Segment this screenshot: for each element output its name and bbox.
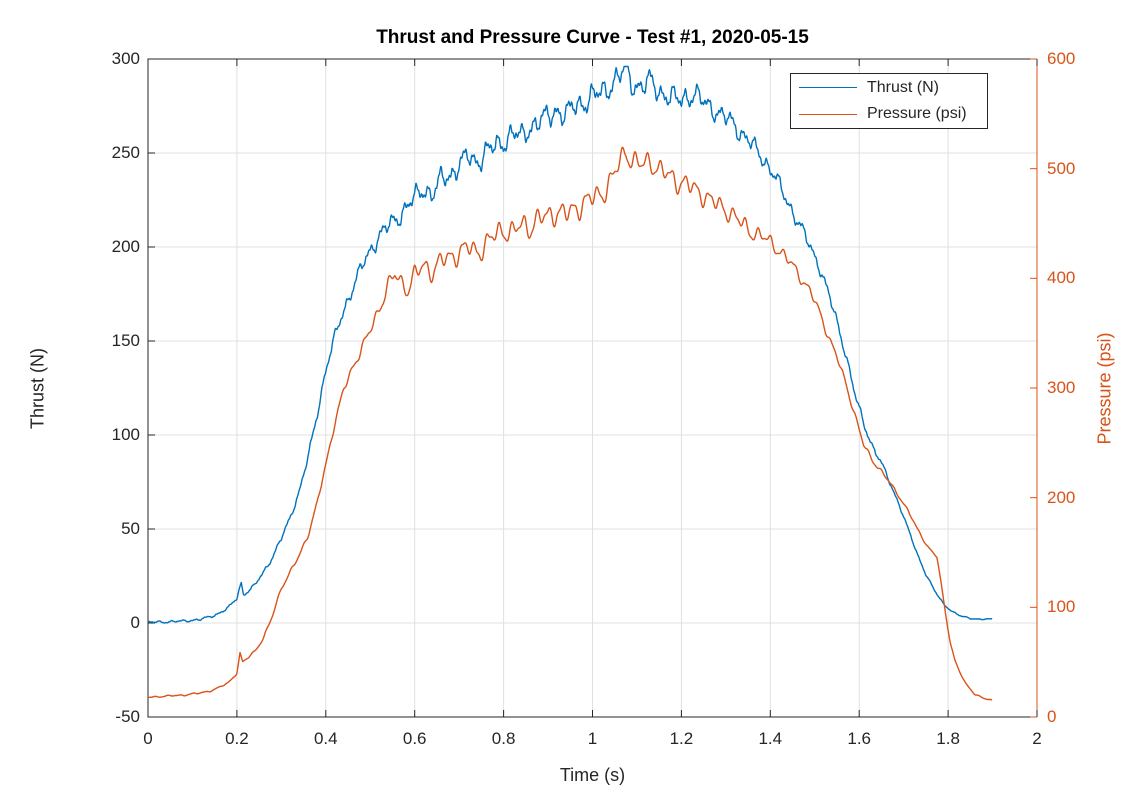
x-tick-label: 1.4	[758, 729, 783, 748]
x-tick-label: 2	[1032, 729, 1042, 748]
right-y-tick-label: 500	[1047, 158, 1076, 178]
x-tick-label: 0.8	[491, 729, 516, 748]
x-tick-label: 1.8	[936, 729, 960, 748]
left-y-axis-label: Thrust (N)	[27, 348, 48, 429]
x-tick-label: 0.2	[225, 729, 249, 748]
legend: Thrust (N) Pressure (psi)	[790, 73, 988, 129]
thrust-line-sample	[799, 87, 857, 89]
left-y-tick-label: 250	[111, 143, 140, 162]
legend-label: Thrust (N)	[867, 78, 939, 96]
left-y-tick-label: -50	[115, 707, 140, 726]
legend-item-thrust: Thrust (N)	[791, 75, 987, 100]
x-tick-label: 1	[587, 729, 598, 748]
right-y-tick-label: 0	[1047, 707, 1057, 726]
left-y-tick-label: 0	[130, 613, 140, 632]
pressure-curve	[148, 146, 993, 701]
left-y-tick-label: 200	[111, 237, 140, 256]
x-tick-label: 0	[143, 729, 153, 748]
thrust-curve	[147, 65, 993, 624]
legend-label: Pressure (psi)	[867, 105, 967, 123]
x-tick-label: 1.6	[847, 729, 871, 748]
left-y-tick-label: 100	[111, 425, 140, 444]
right-y-tick-label: 400	[1047, 268, 1076, 288]
left-y-tick-label: 50	[121, 519, 140, 538]
legend-item-pressure: Pressure (psi)	[791, 102, 987, 127]
left-y-tick-label: 150	[111, 331, 140, 350]
x-tick-label: 0.4	[313, 729, 338, 748]
chart-title: Thrust and Pressure Curve - Test #1, 202…	[376, 27, 809, 48]
pressure-line-sample	[799, 113, 857, 115]
right-y-tick-label: 600	[1047, 49, 1076, 68]
x-axis-label: Time (s)	[559, 765, 626, 785]
x-tick-label: 0.6	[402, 729, 427, 748]
right-y-tick-label: 200	[1047, 487, 1076, 507]
right-y-tick-label: 100	[1047, 597, 1076, 617]
left-y-tick-label: 300	[111, 49, 140, 68]
x-tick-label: 1.2	[669, 729, 694, 748]
right-y-tick-label: 300	[1047, 378, 1076, 397]
